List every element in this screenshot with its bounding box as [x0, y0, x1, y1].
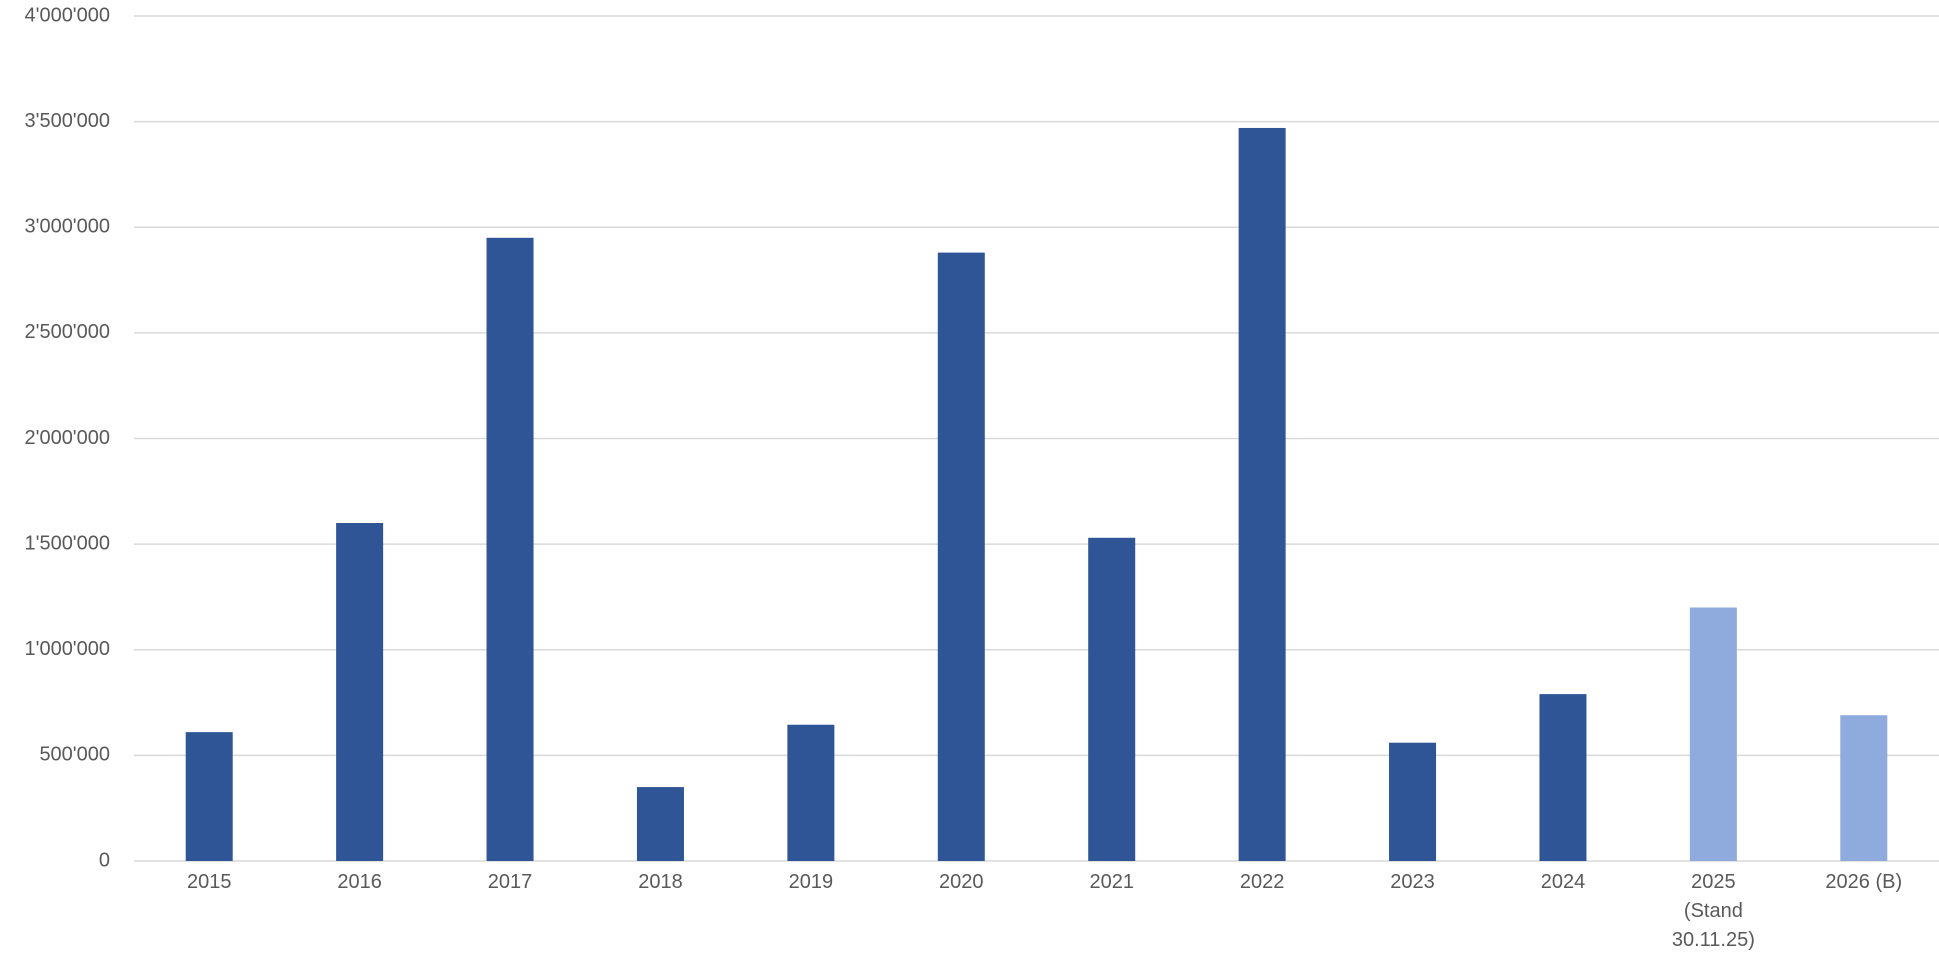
chart: 0 500'000 1'000'000 1'500'000 2'000'000 2'500… [0, 0, 1939, 963]
x-tick-label: 2015 [167, 868, 251, 897]
bar [1389, 743, 1436, 861]
x-tick-label: 2018 [618, 868, 702, 897]
x-tick-label: 2022 [1220, 868, 1304, 897]
chart-container: 0 500'000 1'000'000 1'500'000 2'000'000 2'500… [0, 0, 1939, 963]
y-tick-label: 0 [99, 849, 110, 871]
x-tick-label: 2026 (B) [1822, 868, 1906, 897]
bar [1239, 128, 1286, 861]
x-tick-label: 2021 [1070, 868, 1154, 897]
bar [186, 732, 233, 861]
bar [336, 523, 383, 861]
x-tick-label: 2024 [1521, 868, 1605, 897]
bar [938, 253, 985, 861]
bar [1840, 715, 1887, 861]
bar [1690, 608, 1737, 862]
x-tick-label: 2019 [769, 868, 853, 897]
x-tick-label: 2023 [1371, 868, 1455, 897]
y-tick-label: 2'500'000 [25, 321, 111, 343]
y-tick-label: 3'000'000 [25, 216, 111, 238]
y-tick-label: 1'500'000 [25, 532, 111, 554]
y-tick-label: 500'000 [39, 744, 110, 766]
y-tick-label: 4'000'000 [25, 4, 111, 26]
y-tick-label: 1'000'000 [25, 638, 111, 660]
bar [1088, 538, 1135, 861]
y-tick-label: 3'500'000 [25, 110, 111, 132]
y-tick-label: 2'000'000 [25, 427, 111, 449]
bar [787, 725, 834, 861]
bar [487, 238, 534, 861]
x-tick-label: 2020 [919, 868, 1003, 897]
bar [637, 787, 684, 861]
x-tick-label: 2025 (Stand 30.11.25) [1671, 868, 1755, 955]
x-tick-label: 2016 [318, 868, 402, 897]
bar [1539, 694, 1586, 861]
x-tick-label: 2017 [468, 868, 552, 897]
